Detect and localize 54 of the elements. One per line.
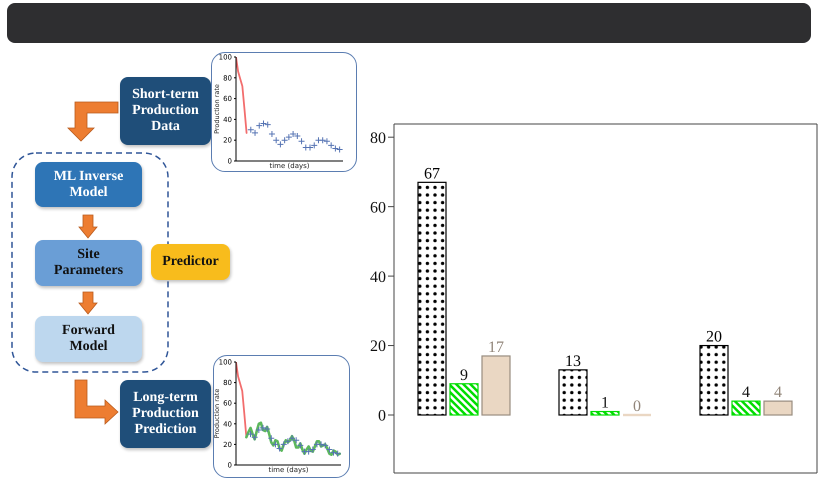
point — [290, 130, 297, 138]
point — [255, 426, 262, 434]
point — [309, 446, 316, 454]
bar — [590, 410, 620, 416]
bar — [731, 400, 761, 416]
data-label: 4 — [742, 384, 750, 402]
point — [276, 140, 284, 148]
point — [247, 430, 254, 438]
point — [284, 438, 292, 445]
point — [272, 136, 280, 144]
point — [300, 448, 308, 456]
rounded-box: Short-term Production Data — [120, 77, 211, 145]
point — [264, 121, 272, 128]
rounded-box: ML Inverse Model — [35, 162, 142, 207]
bar — [763, 400, 793, 416]
rounded-box: Forward Model — [35, 316, 142, 362]
point — [268, 434, 275, 442]
point — [319, 136, 326, 144]
data-label: 1 — [601, 394, 609, 412]
data-label: 67 — [424, 165, 440, 182]
y-tick-label: 40 — [370, 268, 386, 286]
data-label: 4 — [774, 384, 782, 402]
point — [268, 130, 276, 138]
y-tick-label: 60 — [370, 199, 386, 216]
point — [251, 434, 258, 441]
rounded-box: Predictor — [151, 244, 230, 280]
point — [332, 145, 339, 152]
point — [288, 434, 296, 442]
point — [256, 122, 263, 130]
point — [313, 440, 320, 448]
bar — [558, 369, 588, 416]
bar — [481, 355, 511, 416]
point — [305, 448, 312, 456]
data-label: 13 — [565, 352, 581, 370]
y-tick-label: 0 — [378, 408, 386, 425]
point — [281, 136, 288, 144]
y-tick-label: 20 — [370, 338, 386, 356]
data-label: 20 — [706, 328, 722, 346]
point — [280, 440, 288, 448]
point — [285, 134, 292, 141]
rounded-box: Long-term Production Prediction — [120, 380, 211, 448]
bar — [417, 182, 447, 416]
rounded-box: Site Parameters — [35, 240, 142, 286]
data-label: 17 — [488, 338, 504, 356]
y-tick-label: 80 — [370, 130, 386, 147]
point — [318, 440, 325, 448]
point — [314, 136, 322, 144]
bar — [449, 383, 479, 416]
bar — [699, 344, 729, 416]
point — [334, 450, 341, 458]
line-series — [236, 57, 248, 134]
data-label: 0 — [633, 398, 641, 416]
point — [310, 142, 318, 149]
data-label: 9 — [460, 366, 468, 384]
